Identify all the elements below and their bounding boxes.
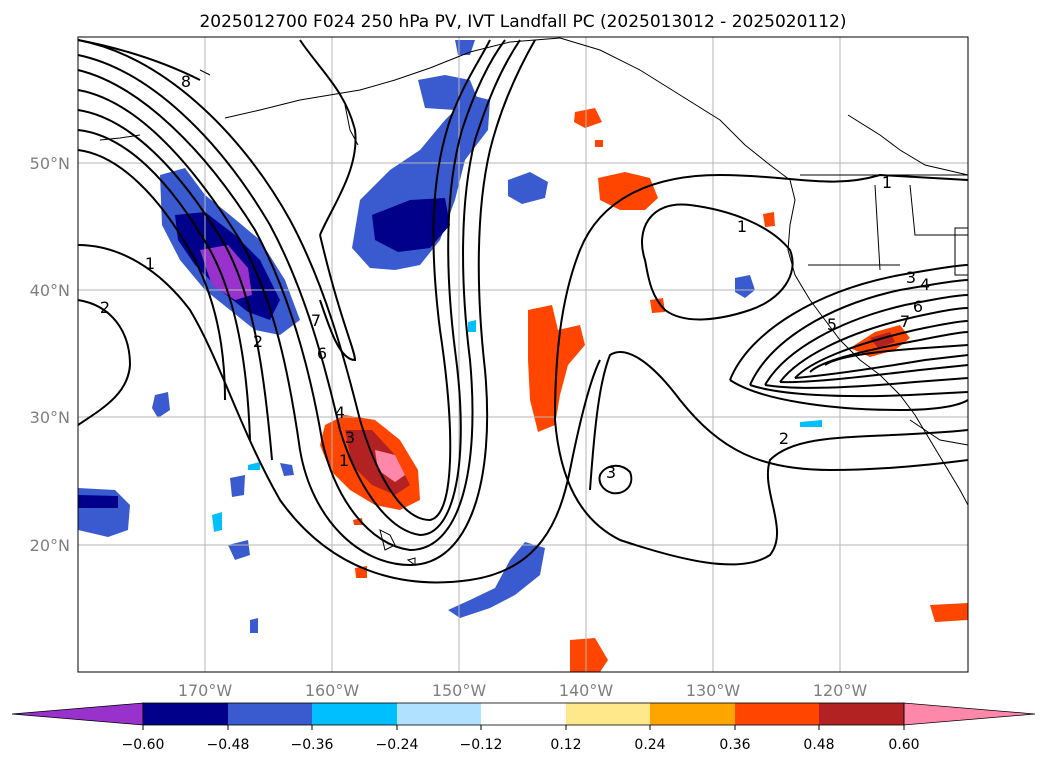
lon-label: 120°W (813, 681, 868, 700)
colorbar-segment (481, 703, 566, 725)
lon-labels: 170°W 160°W 150°W 140°W 130°W 120°W (178, 681, 868, 700)
colorbar-tick-label: 0.48 (803, 737, 834, 753)
pv-blob-pos-small-4 (763, 212, 775, 227)
colorbar-segment (566, 703, 650, 725)
pv-blob-small-4 (230, 475, 245, 497)
lat-label: 20°N (30, 536, 70, 555)
lat-labels: 50°N 40°N 30°N 20°N (30, 154, 70, 555)
ivt-contours (77, 39, 969, 584)
contour-label: 2 (253, 332, 263, 351)
colorbar-tick-label: 0.60 (888, 737, 919, 753)
map-frame (77, 36, 969, 673)
pv-core-central (372, 198, 450, 252)
contour-label: 3 (345, 428, 355, 447)
pv-blob-small-10 (468, 320, 476, 332)
lon-label: 140°W (559, 681, 614, 700)
contour-label: 1 (339, 451, 349, 470)
colorbar-segment (650, 703, 735, 725)
contour-label: 4 (335, 403, 345, 422)
colorbar-extend-high (903, 702, 1036, 726)
lat-label: 40°N (30, 281, 70, 300)
pv-blob-small-7 (280, 463, 294, 476)
colorbar-tick-label: −0.60 (122, 737, 165, 753)
colorbar-tick-label: −0.12 (460, 737, 503, 753)
lat-label: 30°N (30, 408, 70, 427)
contour-label: 4 (920, 275, 930, 294)
pv-core-west (78, 495, 118, 508)
colorbar-tick-label: 0.12 (550, 737, 581, 753)
lon-label: 130°W (686, 681, 741, 700)
map-gridlines (78, 37, 968, 672)
colorbar-segment (312, 703, 397, 725)
pv-peak-nw (200, 245, 252, 300)
contour-label: 6 (317, 344, 327, 363)
pv-blob-north (418, 75, 478, 110)
pv-blob-pos-small-2 (595, 140, 603, 147)
chart-title: 2025012700 F024 250 hPa PV, IVT Landfall… (199, 12, 846, 32)
pv-blob-small-2 (735, 275, 755, 298)
colorbar-frame (142, 702, 905, 726)
pv-blob-small-9 (250, 618, 258, 633)
contour-label: 2 (100, 298, 110, 317)
contour-label: 7 (311, 311, 321, 330)
pv-blob-small-3 (152, 392, 170, 418)
contour-label: 5 (827, 315, 837, 334)
contour-label: 8 (181, 72, 191, 91)
colorbar-tick-label: −0.36 (291, 737, 334, 753)
colorbar-tick-label: 0.36 (719, 737, 750, 753)
coastlines (99, 37, 969, 566)
colorbar-segment (735, 703, 819, 725)
pv-blob-pos-small-3 (650, 298, 665, 313)
contour-label: 3 (606, 463, 616, 482)
pv-blob-small-1 (508, 172, 548, 204)
colorbar-segment (397, 703, 481, 725)
pv-blob-small-6 (212, 512, 222, 532)
colorbar-tick-label: −0.24 (376, 737, 419, 753)
pv-blob-small-8 (248, 462, 260, 470)
contour-label: 1 (737, 217, 747, 236)
contour-label: 1 (145, 254, 155, 273)
colorbar-ticks (142, 725, 905, 730)
pv-peak-pos-main (375, 450, 405, 482)
pv-blob-pos-north (598, 172, 658, 210)
contour-label: 6 (913, 297, 923, 316)
colorbar-segment (819, 703, 904, 725)
contour-label: 2 (779, 429, 789, 448)
colorbar-segment (143, 703, 228, 725)
colorbar-tick-label: −0.48 (207, 737, 250, 753)
colorbar-extend-low (11, 702, 144, 726)
pv-blob-pos-small-1 (574, 108, 602, 128)
map-panel: 8 1 2 2 7 6 4 3 1 1 3 2 1 3 4 6 5 7 (77, 36, 969, 673)
pv-blob-small-11 (800, 420, 822, 427)
contour-label: 3 (906, 268, 916, 287)
contour-label: 1 (882, 173, 892, 192)
pv-blob-pos-se (930, 603, 968, 622)
contour-label: 7 (900, 312, 910, 331)
pv-blob-pos-south (570, 638, 608, 672)
pv-blob-top (455, 40, 475, 55)
colorbar-segment (228, 703, 312, 725)
contour-labels: 8 1 2 2 7 6 4 3 1 1 3 2 1 3 4 6 5 7 (100, 72, 930, 482)
colorbar-tick-label: 0.24 (634, 737, 665, 753)
colorbar: −0.60 −0.48 −0.36 −0.24 −0.12 0.12 0.24 … (11, 702, 1036, 753)
lon-label: 150°W (432, 681, 487, 700)
lat-label: 50°N (30, 154, 70, 173)
lon-label: 160°W (305, 681, 360, 700)
lon-label: 170°W (178, 681, 233, 700)
